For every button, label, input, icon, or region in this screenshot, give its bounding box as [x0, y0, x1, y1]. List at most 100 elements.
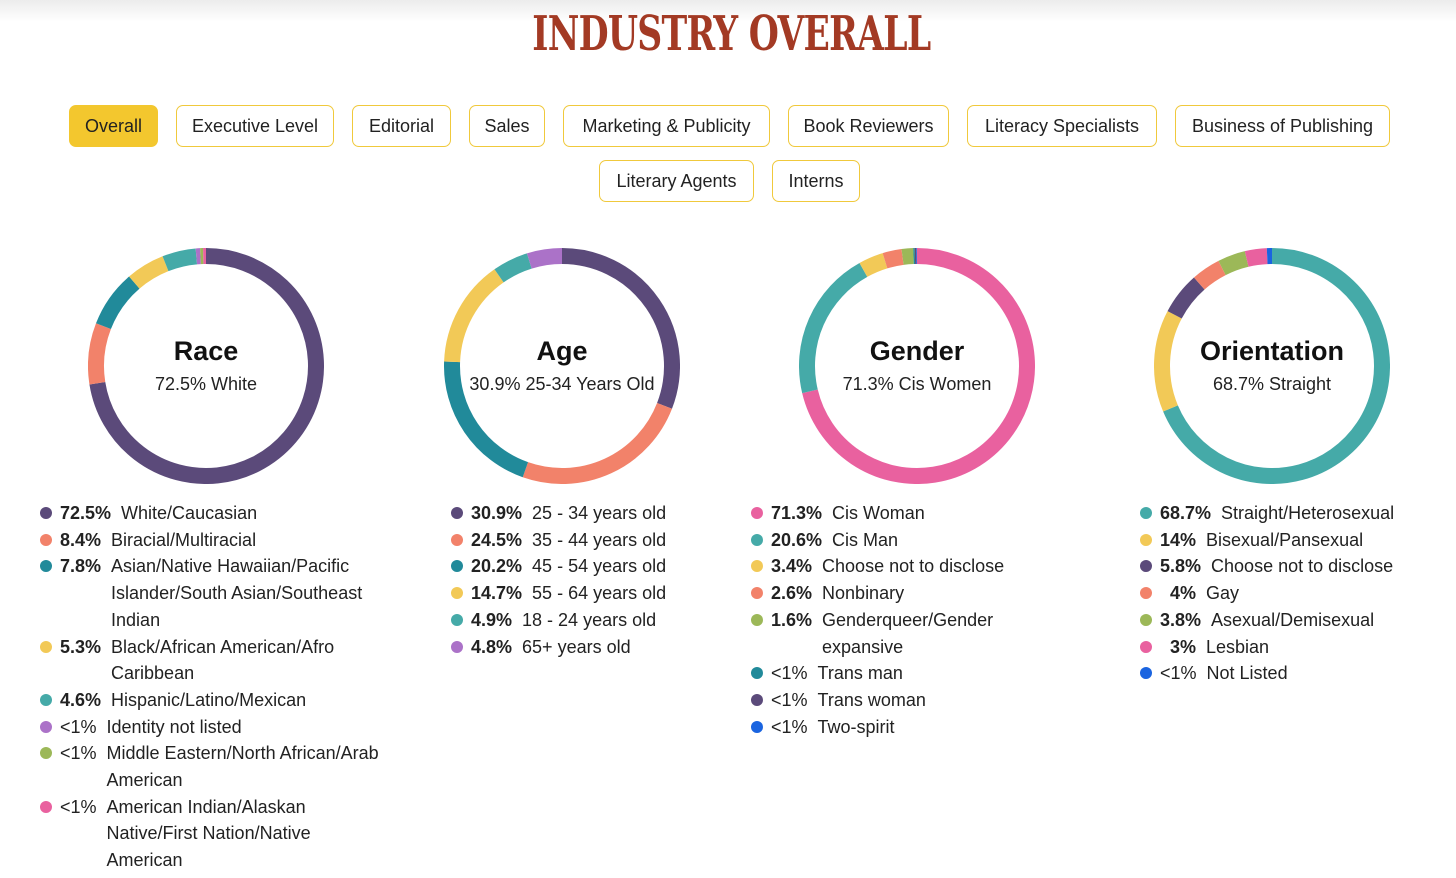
- legend-value: 24.5%: [471, 529, 523, 550]
- age-chart-subtitle: 30.9% 25-34 Years Old: [469, 374, 655, 394]
- legend-item: <1% Not Listed: [1140, 660, 1440, 687]
- legend-swatch: [1140, 667, 1152, 680]
- age-donut-chart: Age 30.9% 25-34 Years Old: [444, 248, 680, 484]
- legend-label: Two-spirit: [817, 716, 895, 737]
- legend-item: 2.6% Nonbinary: [751, 580, 1041, 607]
- donut-slice: [561, 248, 680, 409]
- donut-slice: [526, 248, 563, 269]
- legend-item: 30.9% 25 - 34 years old: [451, 500, 731, 527]
- legend-item: <1% American Indian/Alaskan Native/First …: [40, 794, 385, 874]
- donut-slice: [1218, 251, 1249, 276]
- legend-swatch: [751, 560, 763, 573]
- legend-swatch: [1140, 507, 1152, 519]
- legend-label: American Indian/Alaskan Native/First Nat…: [106, 796, 311, 871]
- legend-swatch: [40, 720, 52, 733]
- tab-sales[interactable]: Sales: [469, 105, 545, 147]
- legend-swatch: [40, 693, 52, 706]
- legend-item: 68.7% Straight/Heterosexual: [1140, 500, 1440, 527]
- legend-value: 4.9%: [471, 609, 513, 630]
- legend-value: 1.6%: [771, 609, 813, 630]
- legend-item: 7.8% Asian/Native Hawaiian/Pacific Island…: [40, 553, 385, 633]
- legend-label: Gay: [1206, 583, 1240, 604]
- race-legend: 72.5% White/Caucasian 8.4% Biracial/Multir…: [40, 500, 385, 874]
- legend-swatch: [40, 533, 52, 546]
- legend-label: 25 - 34 years old: [532, 503, 667, 523]
- legend-value: <1%: [771, 663, 808, 684]
- legend-item: <1% Two-spirit: [751, 714, 1041, 741]
- legend-swatch: [751, 507, 763, 519]
- age-legend: 30.9% 25 - 34 years old 24.5% 35 - 44 year…: [451, 500, 731, 660]
- legend-swatch: [451, 560, 463, 573]
- legend-item: 71.3% Cis Woman: [751, 500, 1041, 527]
- donut-slice: [522, 402, 672, 484]
- donut-slice: [799, 262, 868, 394]
- legend-value: 2.6%: [771, 583, 813, 604]
- legend-item: <1% Trans woman: [751, 687, 1041, 714]
- legend-value: 5.8%: [1160, 556, 1202, 577]
- tab-marketing-publicity[interactable]: Marketing & Publicity: [563, 105, 770, 147]
- donut-slice: [444, 361, 529, 478]
- donut-slice: [859, 253, 888, 278]
- gender-donut-chart: Gender 71.3% Cis Women: [799, 248, 1035, 484]
- legend-value: 5.3%: [60, 636, 102, 657]
- age-chart-title: Age: [536, 336, 588, 366]
- tab-executive-level[interactable]: Executive Level: [176, 105, 334, 147]
- legend-item: 4.6% Hispanic/Latino/Mexican: [40, 687, 385, 714]
- donut-slice: [802, 248, 1035, 484]
- legend-value: 3.4%: [771, 556, 813, 577]
- legend-label: Middle Eastern/North African/Arab Americ…: [106, 743, 379, 791]
- tab-interns[interactable]: Interns: [772, 160, 860, 202]
- gender-chart-subtitle: 71.3% Cis Women: [842, 374, 992, 394]
- legend-value: <1%: [771, 689, 808, 710]
- legend-item: 4% Gay: [1140, 580, 1440, 607]
- donut-slice: [129, 256, 169, 289]
- legend-value: 14%: [1160, 529, 1197, 550]
- legend-swatch: [451, 640, 463, 653]
- tab-editorial[interactable]: Editorial: [352, 105, 451, 147]
- legend-item: 3.4% Choose not to disclose: [751, 553, 1041, 580]
- legend-label: Lesbian: [1206, 636, 1270, 657]
- legend-label: Choose not to disclose: [822, 556, 1005, 577]
- legend-item: 3.8% Asexual/Demisexual: [1140, 607, 1440, 634]
- tab-business-of-publishing[interactable]: Business of Publishing: [1175, 105, 1390, 147]
- tab-overall[interactable]: Overall: [69, 105, 158, 147]
- top-shadow: [0, 0, 1456, 22]
- donut-slice: [882, 249, 904, 269]
- legend-item: <1% Middle Eastern/North African/Arab Ame…: [40, 740, 385, 793]
- race-chart-title: Race: [173, 336, 239, 366]
- legend-item: 8.4% Biracial/Multiracial: [40, 527, 385, 554]
- tab-literary-agents[interactable]: Literary Agents: [599, 160, 754, 202]
- tab-book-reviewers[interactable]: Book Reviewers: [788, 105, 949, 147]
- legend-swatch: [1140, 533, 1152, 546]
- legend-value: 3%: [1170, 636, 1197, 657]
- legend-swatch: [451, 613, 463, 626]
- legend-swatch: [451, 533, 463, 546]
- gender-donut-ring: [799, 248, 1035, 484]
- gender-legend: 71.3% Cis Woman 20.6% Cis Man 3.4% Choose n…: [751, 500, 1041, 740]
- legend-swatch: [1140, 640, 1152, 653]
- legend-swatch: [451, 507, 463, 519]
- legend-item: 72.5% White/Caucasian: [40, 500, 385, 527]
- legend-value: <1%: [60, 743, 97, 764]
- donut-slice: [1167, 277, 1205, 319]
- orientation-legend: 68.7% Straight/Heterosexual 14% Bisexual/P…: [1140, 500, 1440, 687]
- donut-slice: [444, 269, 504, 363]
- legend-value: <1%: [771, 716, 808, 737]
- legend-item: 20.6% Cis Man: [751, 527, 1041, 554]
- orientation-chart-title: Orientation: [1199, 336, 1344, 366]
- donut-slice: [1163, 248, 1390, 484]
- legend-item: 4.8% 65+ years old: [451, 634, 731, 661]
- legend-value: 20.2%: [471, 556, 523, 577]
- legend-value: <1%: [1160, 663, 1197, 684]
- legend-label: Biracial/Multiracial: [111, 529, 257, 550]
- legend-item: 24.5% 35 - 44 years old: [451, 527, 731, 554]
- legend-swatch: [751, 720, 763, 733]
- tab-literacy-specialists[interactable]: Literacy Specialists: [967, 105, 1157, 147]
- legend-value: 71.3%: [771, 503, 823, 523]
- legend-swatch: [751, 613, 763, 626]
- legend-swatch: [40, 640, 52, 653]
- legend-value: <1%: [60, 796, 97, 817]
- page-title: INDUSTRY OVERALL: [532, 6, 931, 62]
- legend-swatch: [751, 587, 763, 600]
- legend-label: 65+ years old: [522, 636, 631, 657]
